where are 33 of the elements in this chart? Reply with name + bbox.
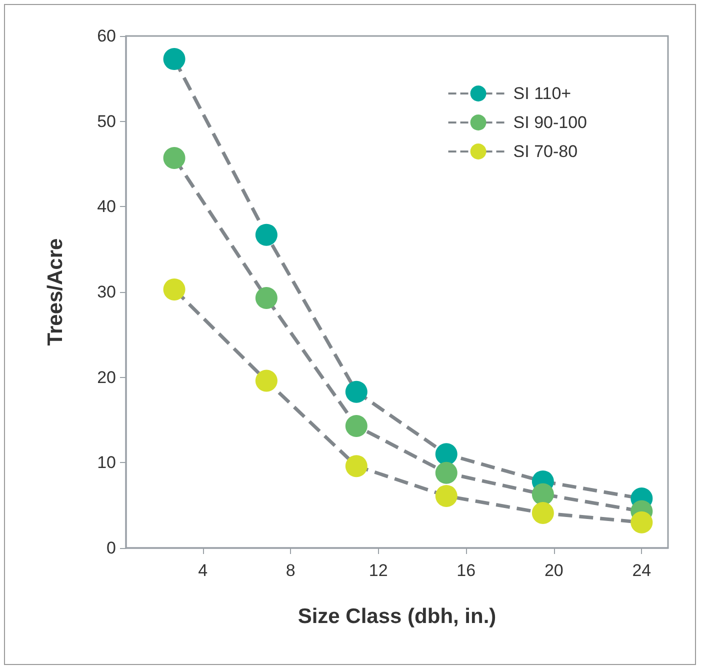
point: [345, 380, 368, 403]
point: [255, 224, 278, 246]
x-tick-label: 16: [456, 561, 476, 580]
x-tick-label: 12: [368, 561, 388, 580]
y-tick-label: 60: [97, 26, 116, 46]
x-axis-title: Size Class (dbh, in.): [298, 605, 496, 628]
point: [345, 455, 368, 478]
x-tick-label: 20: [544, 561, 564, 580]
legend-label: SI 90-100: [513, 113, 588, 132]
point: [255, 370, 278, 392]
point: [163, 48, 186, 70]
y-tick-label: 20: [97, 368, 116, 387]
y-tick-label: 0: [106, 538, 116, 558]
legend-label: SI 70-80: [513, 142, 578, 161]
point: [435, 462, 458, 484]
y-axis-title: Trees/Acre: [44, 238, 67, 346]
point: [163, 147, 186, 170]
legend-label: SI 110+: [513, 84, 572, 103]
point: [163, 278, 186, 300]
x-tick-label: 8: [286, 561, 296, 580]
point: [630, 511, 653, 534]
y-tick-label: 10: [97, 453, 116, 472]
point: [435, 443, 458, 466]
x-tick-label: 4: [198, 561, 208, 580]
point: [255, 286, 278, 309]
point: [345, 414, 368, 437]
y-tick-label: 30: [97, 282, 116, 302]
y-tick-label: 50: [97, 112, 116, 131]
y-tick-label: 40: [97, 197, 116, 216]
x-tick-label: 24: [632, 561, 652, 580]
point: [532, 502, 554, 524]
point: [532, 483, 554, 506]
point: [435, 484, 458, 507]
